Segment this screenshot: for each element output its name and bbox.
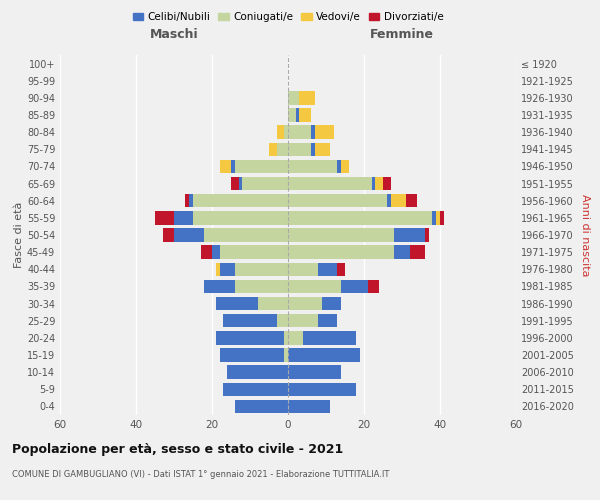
Bar [303, 331, 356, 344]
Bar [205, 280, 235, 293]
Bar [425, 228, 428, 241]
Bar [341, 280, 368, 293]
Bar [223, 314, 277, 328]
Bar [391, 194, 406, 207]
Bar [376, 177, 383, 190]
Bar [277, 126, 284, 139]
Bar [242, 177, 288, 190]
Bar [288, 142, 311, 156]
Bar [394, 246, 410, 259]
Bar [436, 211, 440, 224]
Bar [227, 366, 288, 379]
Legend: Celibi/Nubili, Coniugati/e, Vedovi/e, Divorziati/e: Celibi/Nubili, Coniugati/e, Vedovi/e, Di… [128, 8, 448, 26]
Bar [235, 160, 288, 173]
Bar [277, 314, 288, 328]
Text: Popolazione per età, sesso e stato civile - 2021: Popolazione per età, sesso e stato civil… [12, 442, 343, 456]
Bar [239, 177, 242, 190]
Bar [284, 331, 288, 344]
Bar [288, 262, 319, 276]
Bar [193, 211, 288, 224]
Bar [216, 297, 257, 310]
Bar [288, 348, 360, 362]
Text: COMUNE DI GAMBUGLIANO (VI) - Dati ISTAT 1° gennaio 2021 - Elaborazione TUTTITALI: COMUNE DI GAMBUGLIANO (VI) - Dati ISTAT … [12, 470, 389, 479]
Bar [299, 108, 311, 122]
Bar [288, 126, 311, 139]
Bar [231, 160, 235, 173]
Bar [269, 142, 277, 156]
Bar [220, 262, 235, 276]
Bar [212, 246, 220, 259]
Bar [288, 280, 341, 293]
Bar [288, 194, 387, 207]
Bar [284, 126, 288, 139]
Bar [220, 348, 284, 362]
Bar [277, 142, 288, 156]
Bar [185, 194, 189, 207]
Bar [288, 400, 330, 413]
Bar [288, 331, 303, 344]
Bar [311, 126, 314, 139]
Bar [205, 228, 288, 241]
Bar [341, 160, 349, 173]
Bar [314, 126, 334, 139]
Bar [288, 228, 394, 241]
Bar [299, 91, 314, 104]
Bar [220, 160, 231, 173]
Bar [288, 211, 433, 224]
Bar [322, 297, 341, 310]
Bar [174, 211, 193, 224]
Bar [288, 177, 371, 190]
Bar [155, 211, 174, 224]
Bar [433, 211, 436, 224]
Bar [410, 246, 425, 259]
Bar [288, 297, 322, 310]
Bar [257, 297, 288, 310]
Bar [288, 382, 356, 396]
Bar [235, 400, 288, 413]
Bar [406, 194, 417, 207]
Text: Maschi: Maschi [149, 28, 199, 42]
Bar [383, 177, 391, 190]
Bar [371, 177, 376, 190]
Bar [174, 228, 205, 241]
Bar [284, 348, 288, 362]
Y-axis label: Anni di nascita: Anni di nascita [580, 194, 590, 276]
Bar [200, 246, 212, 259]
Bar [189, 194, 193, 207]
Bar [235, 280, 288, 293]
Bar [296, 108, 299, 122]
Bar [220, 246, 288, 259]
Bar [288, 314, 319, 328]
Bar [288, 91, 299, 104]
Bar [193, 194, 288, 207]
Bar [368, 280, 379, 293]
Bar [337, 160, 341, 173]
Bar [288, 108, 296, 122]
Bar [216, 331, 284, 344]
Bar [223, 382, 288, 396]
Bar [231, 177, 239, 190]
Bar [235, 262, 288, 276]
Bar [319, 314, 337, 328]
Bar [394, 228, 425, 241]
Text: Femmine: Femmine [370, 28, 434, 42]
Y-axis label: Fasce di età: Fasce di età [14, 202, 24, 268]
Bar [288, 160, 337, 173]
Bar [311, 142, 314, 156]
Bar [440, 211, 444, 224]
Bar [314, 142, 330, 156]
Bar [387, 194, 391, 207]
Bar [288, 246, 394, 259]
Bar [288, 366, 341, 379]
Bar [216, 262, 220, 276]
Bar [337, 262, 345, 276]
Bar [163, 228, 174, 241]
Bar [319, 262, 337, 276]
